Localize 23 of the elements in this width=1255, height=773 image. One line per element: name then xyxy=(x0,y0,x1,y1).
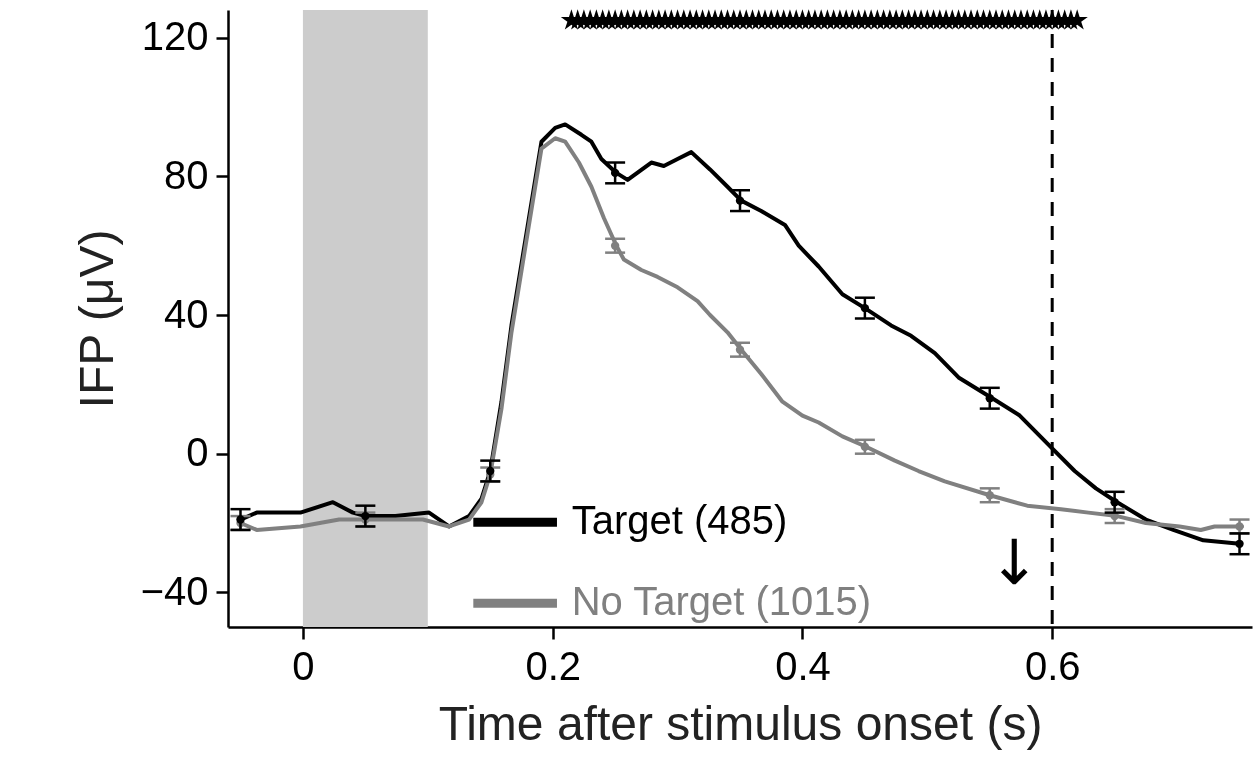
x-tick-label: 0.2 xyxy=(525,643,581,688)
legend-label: No Target (1015) xyxy=(571,579,872,624)
y-axis-title: IFP (μV) xyxy=(69,229,123,409)
y-tick-label: 40 xyxy=(164,291,209,336)
point xyxy=(860,303,870,313)
point xyxy=(985,394,994,403)
x-tick-label: 0.6 xyxy=(1024,643,1081,688)
x-tick-label: 0.4 xyxy=(775,643,831,688)
annotation: ↓ xyxy=(988,526,1041,600)
point xyxy=(735,196,745,205)
y-tick-label: 120 xyxy=(141,14,209,59)
point xyxy=(486,466,495,476)
point xyxy=(361,511,370,521)
point xyxy=(610,168,620,178)
y-tick-label: 80 xyxy=(164,152,209,197)
point xyxy=(1110,498,1119,507)
point xyxy=(1235,539,1244,548)
y-tick-label: −40 xyxy=(140,568,209,613)
point xyxy=(236,515,245,524)
legend-label: Target (485) xyxy=(571,498,788,543)
x-tick-label: 0 xyxy=(292,643,315,688)
x-axis-title: Time after stimulus onset (s) xyxy=(438,696,1043,750)
y-tick-label: 0 xyxy=(186,430,209,475)
